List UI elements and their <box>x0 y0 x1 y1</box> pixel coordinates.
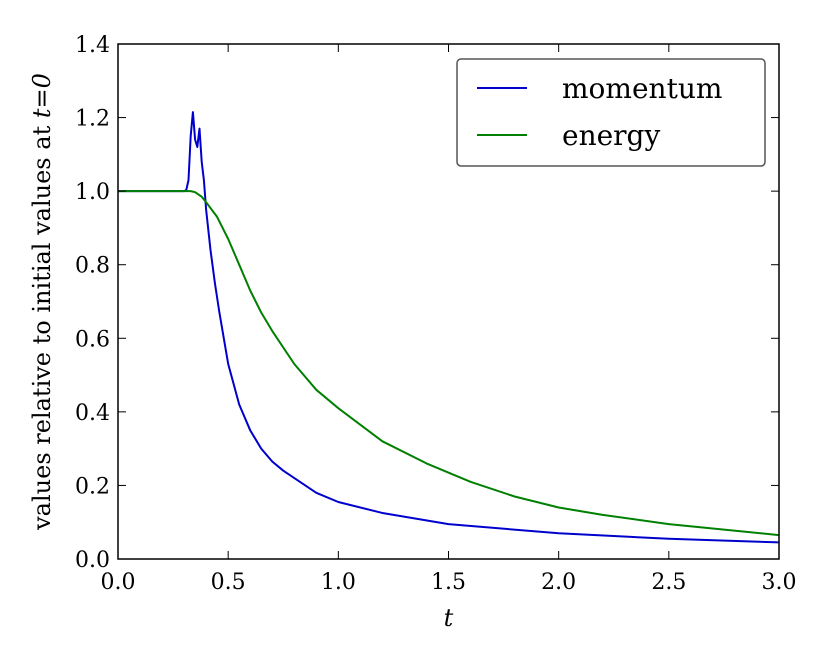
legend-box <box>456 58 766 167</box>
legend-label-momentum: momentum <box>562 72 722 105</box>
y-tick-label: 1.2 <box>75 107 110 132</box>
x-tick-label: 0.0 <box>101 570 136 595</box>
series-line-energy <box>118 190 780 537</box>
y-tick-label: 0.4 <box>75 401 110 426</box>
x-tick-label: 2.0 <box>541 570 576 595</box>
legend: momentum energy <box>456 58 766 167</box>
x-tick-label: 1.5 <box>431 570 466 595</box>
x-tick-label: 0.5 <box>211 570 246 595</box>
ticks-group: 0.0 0.5 1.0 1.5 2.0 2.5 3.0 0.0 0.2 0.4 0.6 0.8 1.0 1… <box>75 33 797 595</box>
x-axis-label: t <box>444 604 454 632</box>
x-tick-label: 2.5 <box>651 570 686 595</box>
x-tick-label: 3.0 <box>762 570 797 595</box>
y-tick-label: 0.6 <box>75 327 110 352</box>
y-axis-label-text: values relative to initial values at <box>28 118 56 531</box>
series-group <box>118 111 780 544</box>
plot-frame <box>117 43 780 560</box>
legend-label-energy: energy <box>562 119 660 152</box>
y-axis-label: values relative to initial values at t=0 <box>28 73 56 531</box>
y-tick-label: 0.8 <box>75 254 110 279</box>
y-tick-label: 0.0 <box>75 548 110 573</box>
y-axis-label-math: t=0 <box>28 73 56 118</box>
series-line-momentum <box>118 111 780 544</box>
y-tick-label: 1.4 <box>75 33 110 58</box>
y-tick-label: 0.2 <box>75 474 110 499</box>
y-tick-label: 1.0 <box>75 180 110 205</box>
x-tick-label: 1.0 <box>321 570 356 595</box>
